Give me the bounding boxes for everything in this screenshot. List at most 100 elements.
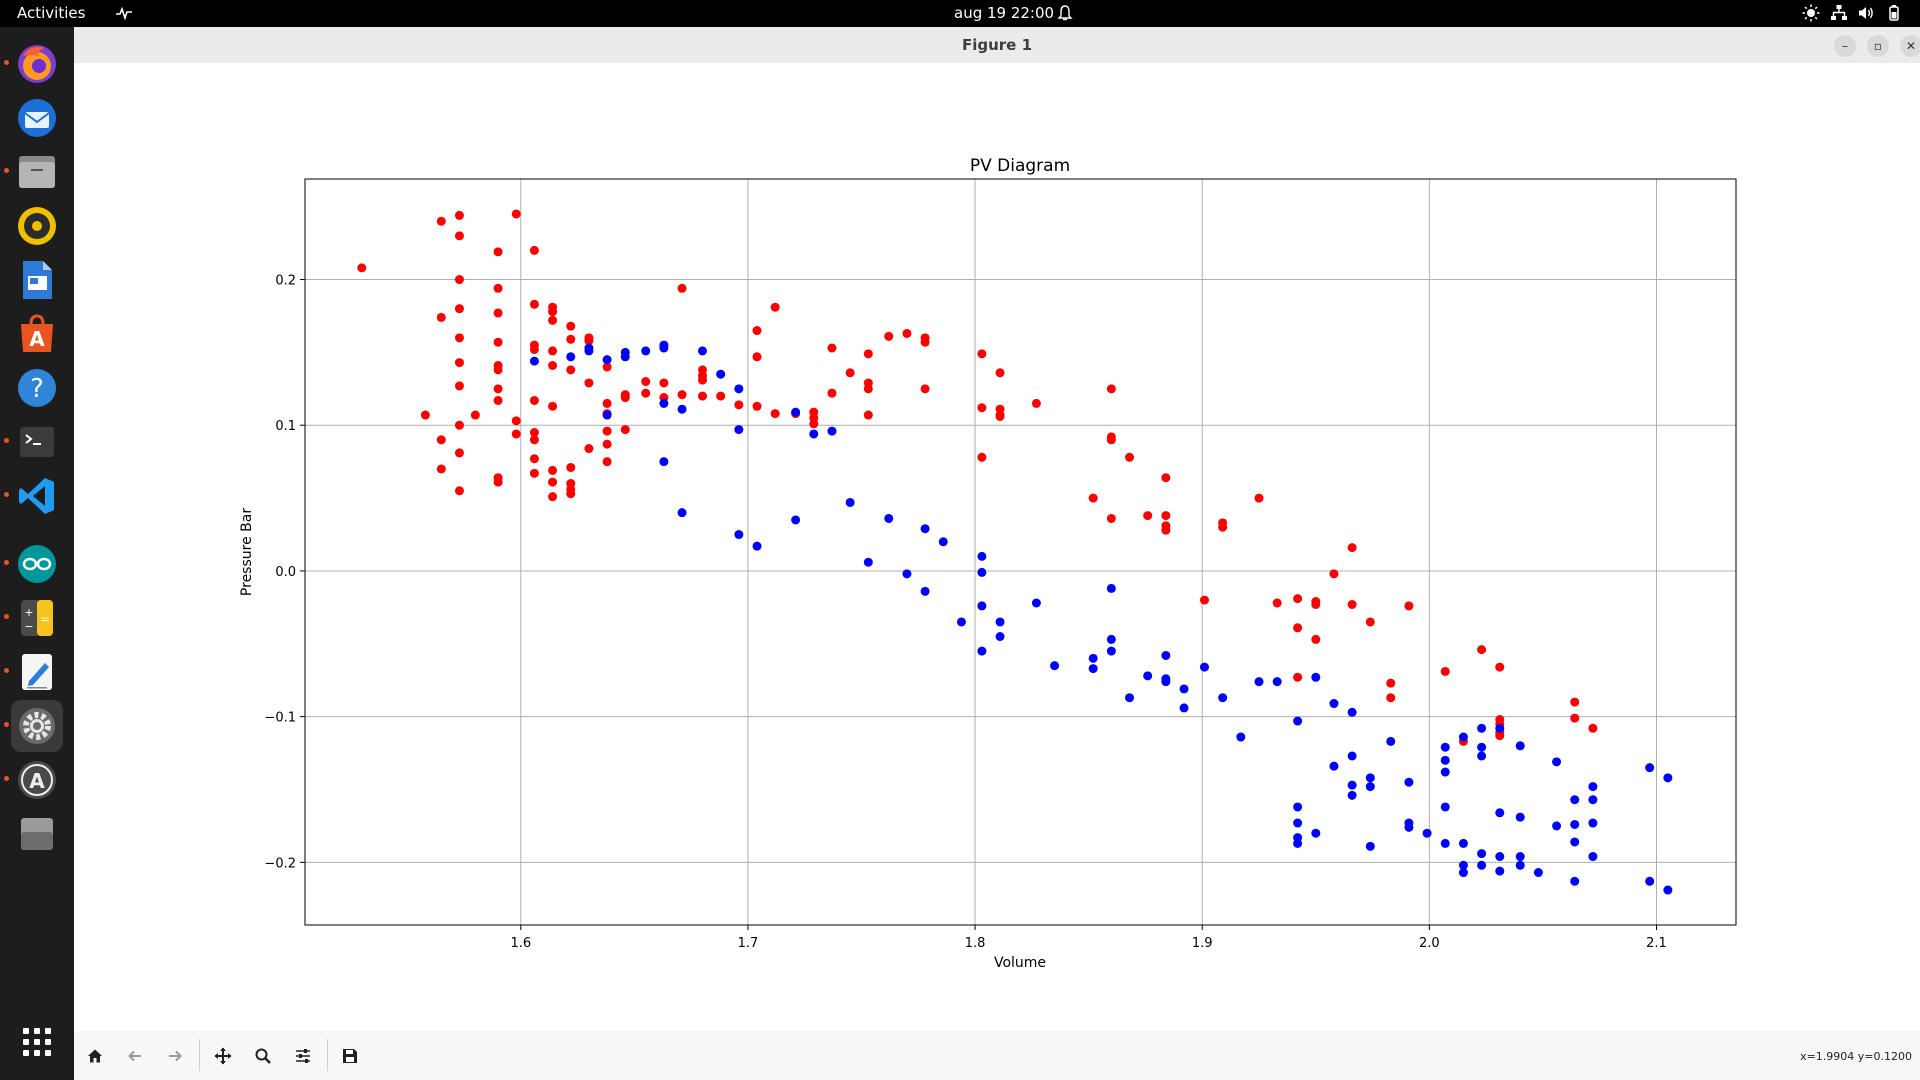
notification-bell-icon[interactable] (1056, 4, 1074, 22)
libreoffice-writer-icon (23, 261, 52, 299)
scatter-point-red (1329, 569, 1339, 579)
dock-item-firefox[interactable] (11, 38, 63, 90)
dock-item-trash[interactable] (11, 808, 63, 860)
dock-item-files[interactable] (11, 146, 63, 198)
scatter-point-red (1272, 598, 1282, 608)
minimize-button[interactable]: – (1834, 35, 1856, 57)
scatter-point-red (770, 409, 780, 419)
scatter-point-blue (1329, 761, 1339, 771)
y-axis-ticks: −0.2 −0.1 0.0 0.1 0.2 (264, 274, 305, 871)
scatter-point-blue (734, 425, 744, 435)
configure-subplots-button[interactable] (290, 1043, 316, 1069)
activities-button[interactable]: Activities (17, 4, 86, 22)
dock-item-libreoffice-writer[interactable] (11, 254, 63, 306)
scatter-point-red (977, 349, 987, 359)
scatter-point-blue (1663, 885, 1673, 895)
dock-item-thunderbird[interactable] (11, 92, 63, 144)
running-indicator (4, 492, 9, 497)
scatter-point-blue (602, 355, 612, 365)
scatter-point-blue (1050, 661, 1060, 671)
brightness-icon[interactable] (1802, 4, 1820, 22)
scatter-point-red (1254, 493, 1264, 503)
scatter-point-red (436, 435, 446, 445)
save-figure-button[interactable] (337, 1043, 363, 1069)
scatter-point-blue (1588, 782, 1598, 792)
scatter-point-red (995, 411, 1005, 421)
close-button[interactable]: ✕ (1900, 35, 1920, 57)
scatter-point-red (529, 468, 539, 478)
svg-text:A: A (29, 327, 45, 351)
scatter-point-blue (1347, 780, 1357, 790)
scatter-point-red (566, 462, 576, 472)
pv-diagram-chart[interactable]: 1.6 1.7 1.8 1.9 2.0 2.1 −0.2 −0.1 0.0 0.1 0.2 PV … (74, 63, 1920, 1059)
scatter-point-red (454, 486, 464, 496)
dock-item-terminal[interactable] (11, 416, 63, 468)
app-indicator-icon[interactable] (114, 3, 134, 23)
scatter-point-blue (1477, 742, 1487, 752)
scatter-point-red (641, 377, 651, 387)
x-tick-label: 2.0 (1419, 936, 1440, 951)
clock[interactable]: aug 19 22:00 (954, 4, 1055, 22)
home-button[interactable] (82, 1043, 108, 1069)
y-tick-label: −0.1 (264, 711, 296, 726)
scatter-point-red (529, 299, 539, 309)
running-indicator (4, 560, 9, 565)
scatter-point-red (641, 388, 651, 398)
firefox-icon (18, 45, 56, 83)
back-button[interactable] (122, 1043, 148, 1069)
scatter-point-red (920, 337, 930, 347)
scatter-point-red (752, 401, 762, 411)
svg-text:+: + (24, 606, 33, 619)
scatter-point-red (1386, 693, 1396, 703)
window-titlebar[interactable]: Figure 1 – ▫ ✕ (74, 27, 1920, 64)
scatter-point-red (1088, 493, 1098, 503)
scatter-point-blue (1477, 860, 1487, 870)
scatter-point-red (493, 365, 503, 375)
scatter-point-blue (956, 617, 966, 627)
dock-item-vscode[interactable] (11, 470, 63, 522)
scatter-point-blue (827, 426, 837, 436)
pan-button[interactable] (210, 1043, 236, 1069)
scatter-point-red (1365, 617, 1375, 627)
arduino-icon (18, 545, 56, 583)
dock-item-arduino[interactable] (11, 538, 63, 590)
scatter-point-red (454, 420, 464, 430)
dock-item-settings[interactable] (11, 700, 63, 752)
scatter-point-blue (1179, 703, 1189, 713)
scatter-point-blue (938, 537, 948, 547)
scatter-point-red (566, 489, 576, 499)
show-apps-button[interactable] (11, 1016, 63, 1068)
dock-item-help[interactable]: ? (11, 362, 63, 414)
scatter-point-blue (1272, 677, 1282, 687)
scatter-point-blue (1515, 860, 1525, 870)
forward-button[interactable] (162, 1043, 188, 1069)
scatter-point-red (995, 368, 1005, 378)
scatter-point-blue (977, 646, 987, 656)
rhythmbox-icon (18, 207, 56, 245)
dock-item-rhythmbox[interactable] (11, 200, 63, 252)
scatter-point-blue (1440, 767, 1450, 777)
running-indicator (4, 438, 9, 443)
volume-icon[interactable] (1857, 4, 1875, 22)
power-icon[interactable] (1885, 4, 1903, 22)
dock-item-text-editor[interactable] (11, 646, 63, 698)
network-icon[interactable] (1830, 4, 1848, 22)
maximize-button[interactable]: ▫ (1867, 35, 1889, 57)
scatter-point-red (529, 454, 539, 464)
dock-item-software-updater[interactable]: A (11, 754, 63, 806)
y-tick-label: −0.2 (264, 856, 296, 871)
scatter-point-blue (1570, 837, 1580, 847)
terminal-icon (20, 427, 54, 457)
scatter-point-red (1199, 595, 1209, 605)
zoom-button[interactable] (250, 1043, 276, 1069)
scatter-point-red (1218, 522, 1228, 532)
scatter-point-blue (1552, 757, 1562, 767)
scatter-point-blue (1293, 802, 1303, 812)
dock-item-app-center[interactable]: A (11, 308, 63, 360)
scatter-point-red (454, 231, 464, 241)
scatter-point-red (659, 378, 669, 388)
scatter-point-blue (1515, 852, 1525, 862)
scatter-point-blue (1495, 808, 1505, 818)
figure-canvas[interactable]: 1.6 1.7 1.8 1.9 2.0 2.1 −0.2 −0.1 0.0 0.1 0.2 PV … (74, 63, 1920, 1059)
dock-item-calculator[interactable]: + − = (11, 592, 63, 644)
